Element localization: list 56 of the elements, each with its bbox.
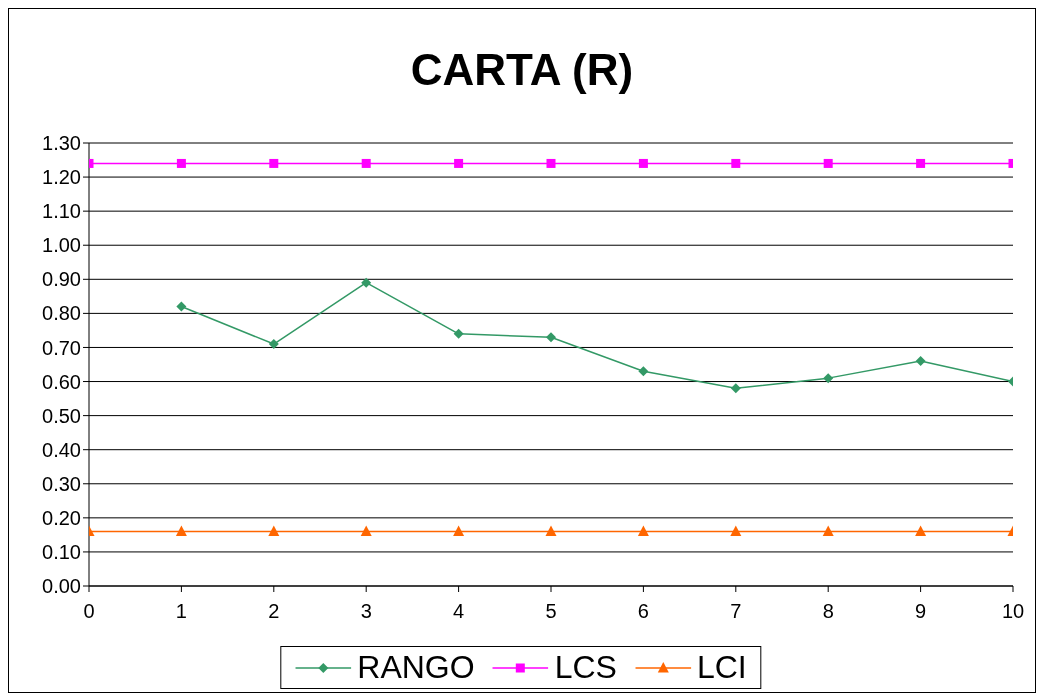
point [176, 158, 186, 168]
y-tick-label: 1.30 [42, 132, 81, 155]
y-tick-label: 1.00 [42, 234, 81, 257]
x-tick-label: 5 [545, 600, 557, 623]
point [730, 525, 742, 536]
x-tick-label: 7 [730, 600, 742, 623]
y-tick-label: 0.20 [42, 506, 81, 529]
x-tick-label: 8 [822, 600, 834, 623]
point [916, 158, 926, 168]
y-tick-label: 1.10 [42, 200, 81, 223]
y-tick-label: 0.90 [42, 268, 81, 291]
legend-label: LCI [696, 649, 747, 686]
point [638, 366, 649, 377]
point [731, 158, 741, 168]
y-tick-label: 0.40 [42, 438, 81, 461]
y-tick-label: 0.70 [42, 336, 81, 359]
point [546, 332, 556, 343]
point [546, 158, 556, 168]
x-tick-label: 3 [360, 600, 372, 623]
point [915, 356, 926, 367]
point [453, 525, 465, 536]
y-tick-label: 0.10 [42, 541, 81, 564]
point [175, 525, 187, 536]
point [361, 158, 371, 168]
point [823, 158, 833, 168]
point [915, 525, 927, 536]
point [454, 158, 464, 168]
x-tick-label: 0 [83, 600, 95, 623]
x-tick-label: 2 [268, 600, 280, 623]
x-tick-label: 6 [637, 600, 649, 623]
point [823, 373, 834, 384]
point [268, 525, 280, 536]
x-tick-label: 10 [1001, 600, 1025, 623]
point [822, 525, 834, 536]
x-tick-label: 1 [175, 600, 187, 623]
point [360, 525, 372, 536]
point [361, 277, 372, 288]
chart-title: CARTA (R) [409, 44, 635, 96]
point [176, 301, 187, 312]
legend-label: RANGO [357, 649, 475, 686]
point [268, 339, 279, 350]
point [637, 525, 649, 536]
y-tick-label: 1.20 [42, 166, 81, 189]
y-tick-label: 0.80 [42, 302, 81, 325]
point [269, 158, 279, 168]
x-tick-label: 9 [915, 600, 927, 623]
legend-label: LCS [554, 649, 617, 686]
point [638, 158, 648, 168]
y-tick-label: 0.30 [42, 472, 81, 495]
x-tick-label: 4 [453, 600, 465, 623]
y-tick-label: 0.50 [42, 404, 81, 427]
y-tick-label: 0.00 [42, 575, 81, 598]
point [730, 383, 741, 394]
point [545, 525, 557, 536]
point [453, 328, 464, 339]
y-tick-label: 0.60 [42, 370, 81, 393]
